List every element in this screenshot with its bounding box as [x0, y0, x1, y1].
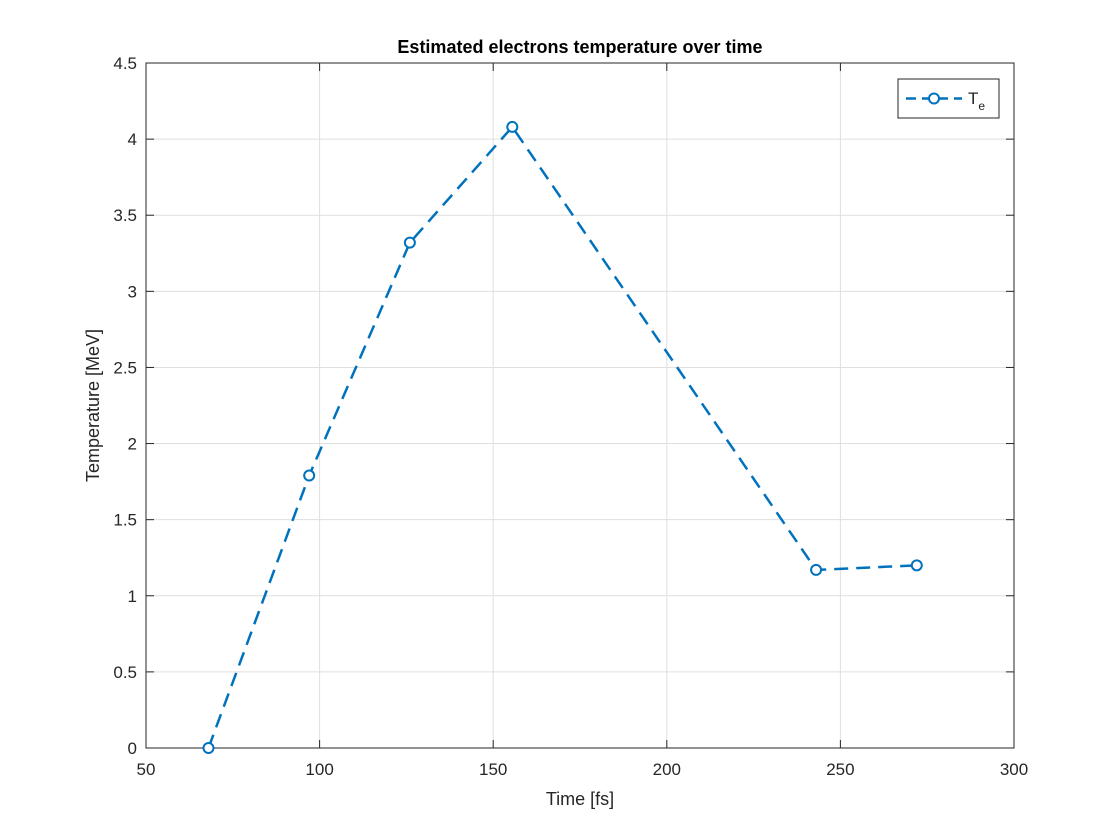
legend-entry-main: T: [968, 89, 978, 108]
data-point-marker: [506, 120, 519, 133]
x-tick-label: 50: [137, 760, 156, 779]
plot-area-background: [146, 63, 1014, 748]
series-line: [207, 125, 917, 749]
grid: [146, 63, 1014, 748]
x-tick-label: 250: [826, 760, 854, 779]
data-point-marker: [202, 742, 215, 754]
y-tick-label: 4.5: [113, 54, 137, 73]
axis-ticks: 50 100 150 200 250 300 0 0.5 1 1.5 2 2.5 3 3.5 4 4.5: [113, 54, 1028, 779]
y-tick-label: 3.5: [113, 206, 137, 225]
y-tick-label: 4: [128, 130, 137, 149]
y-tick-label: 0: [128, 739, 137, 758]
data-point-marker: [303, 469, 316, 482]
legend: Te: [897, 78, 1000, 119]
x-tick-label: 300: [1000, 760, 1028, 779]
data-point-marker: [810, 563, 823, 576]
y-tick-label: 2: [128, 435, 137, 454]
y-tick-label: 1: [128, 587, 137, 606]
x-tick-label: 150: [479, 760, 507, 779]
y-tick-label: 0.5: [113, 663, 137, 682]
legend-marker-sample: [928, 92, 940, 105]
y-tick-label: 2.5: [113, 358, 137, 377]
legend-entry-subscript: e: [978, 99, 985, 113]
data-point-marker: [910, 559, 923, 572]
x-axis-label: Time [fs]: [546, 789, 614, 809]
x-tick-label: 100: [305, 760, 333, 779]
x-tick-label: 200: [653, 760, 681, 779]
chart-title: Estimated electrons temperature over tim…: [397, 37, 762, 57]
legend-entry-label: Te: [968, 89, 985, 113]
plot-area-frame: [145, 62, 1015, 749]
data-point-marker: [403, 236, 416, 249]
series-layer: [202, 120, 923, 754]
y-tick-label: 3: [128, 282, 137, 301]
y-axis-label: Temperature [MeV]: [83, 329, 103, 482]
y-tick-label: 1.5: [113, 511, 137, 530]
